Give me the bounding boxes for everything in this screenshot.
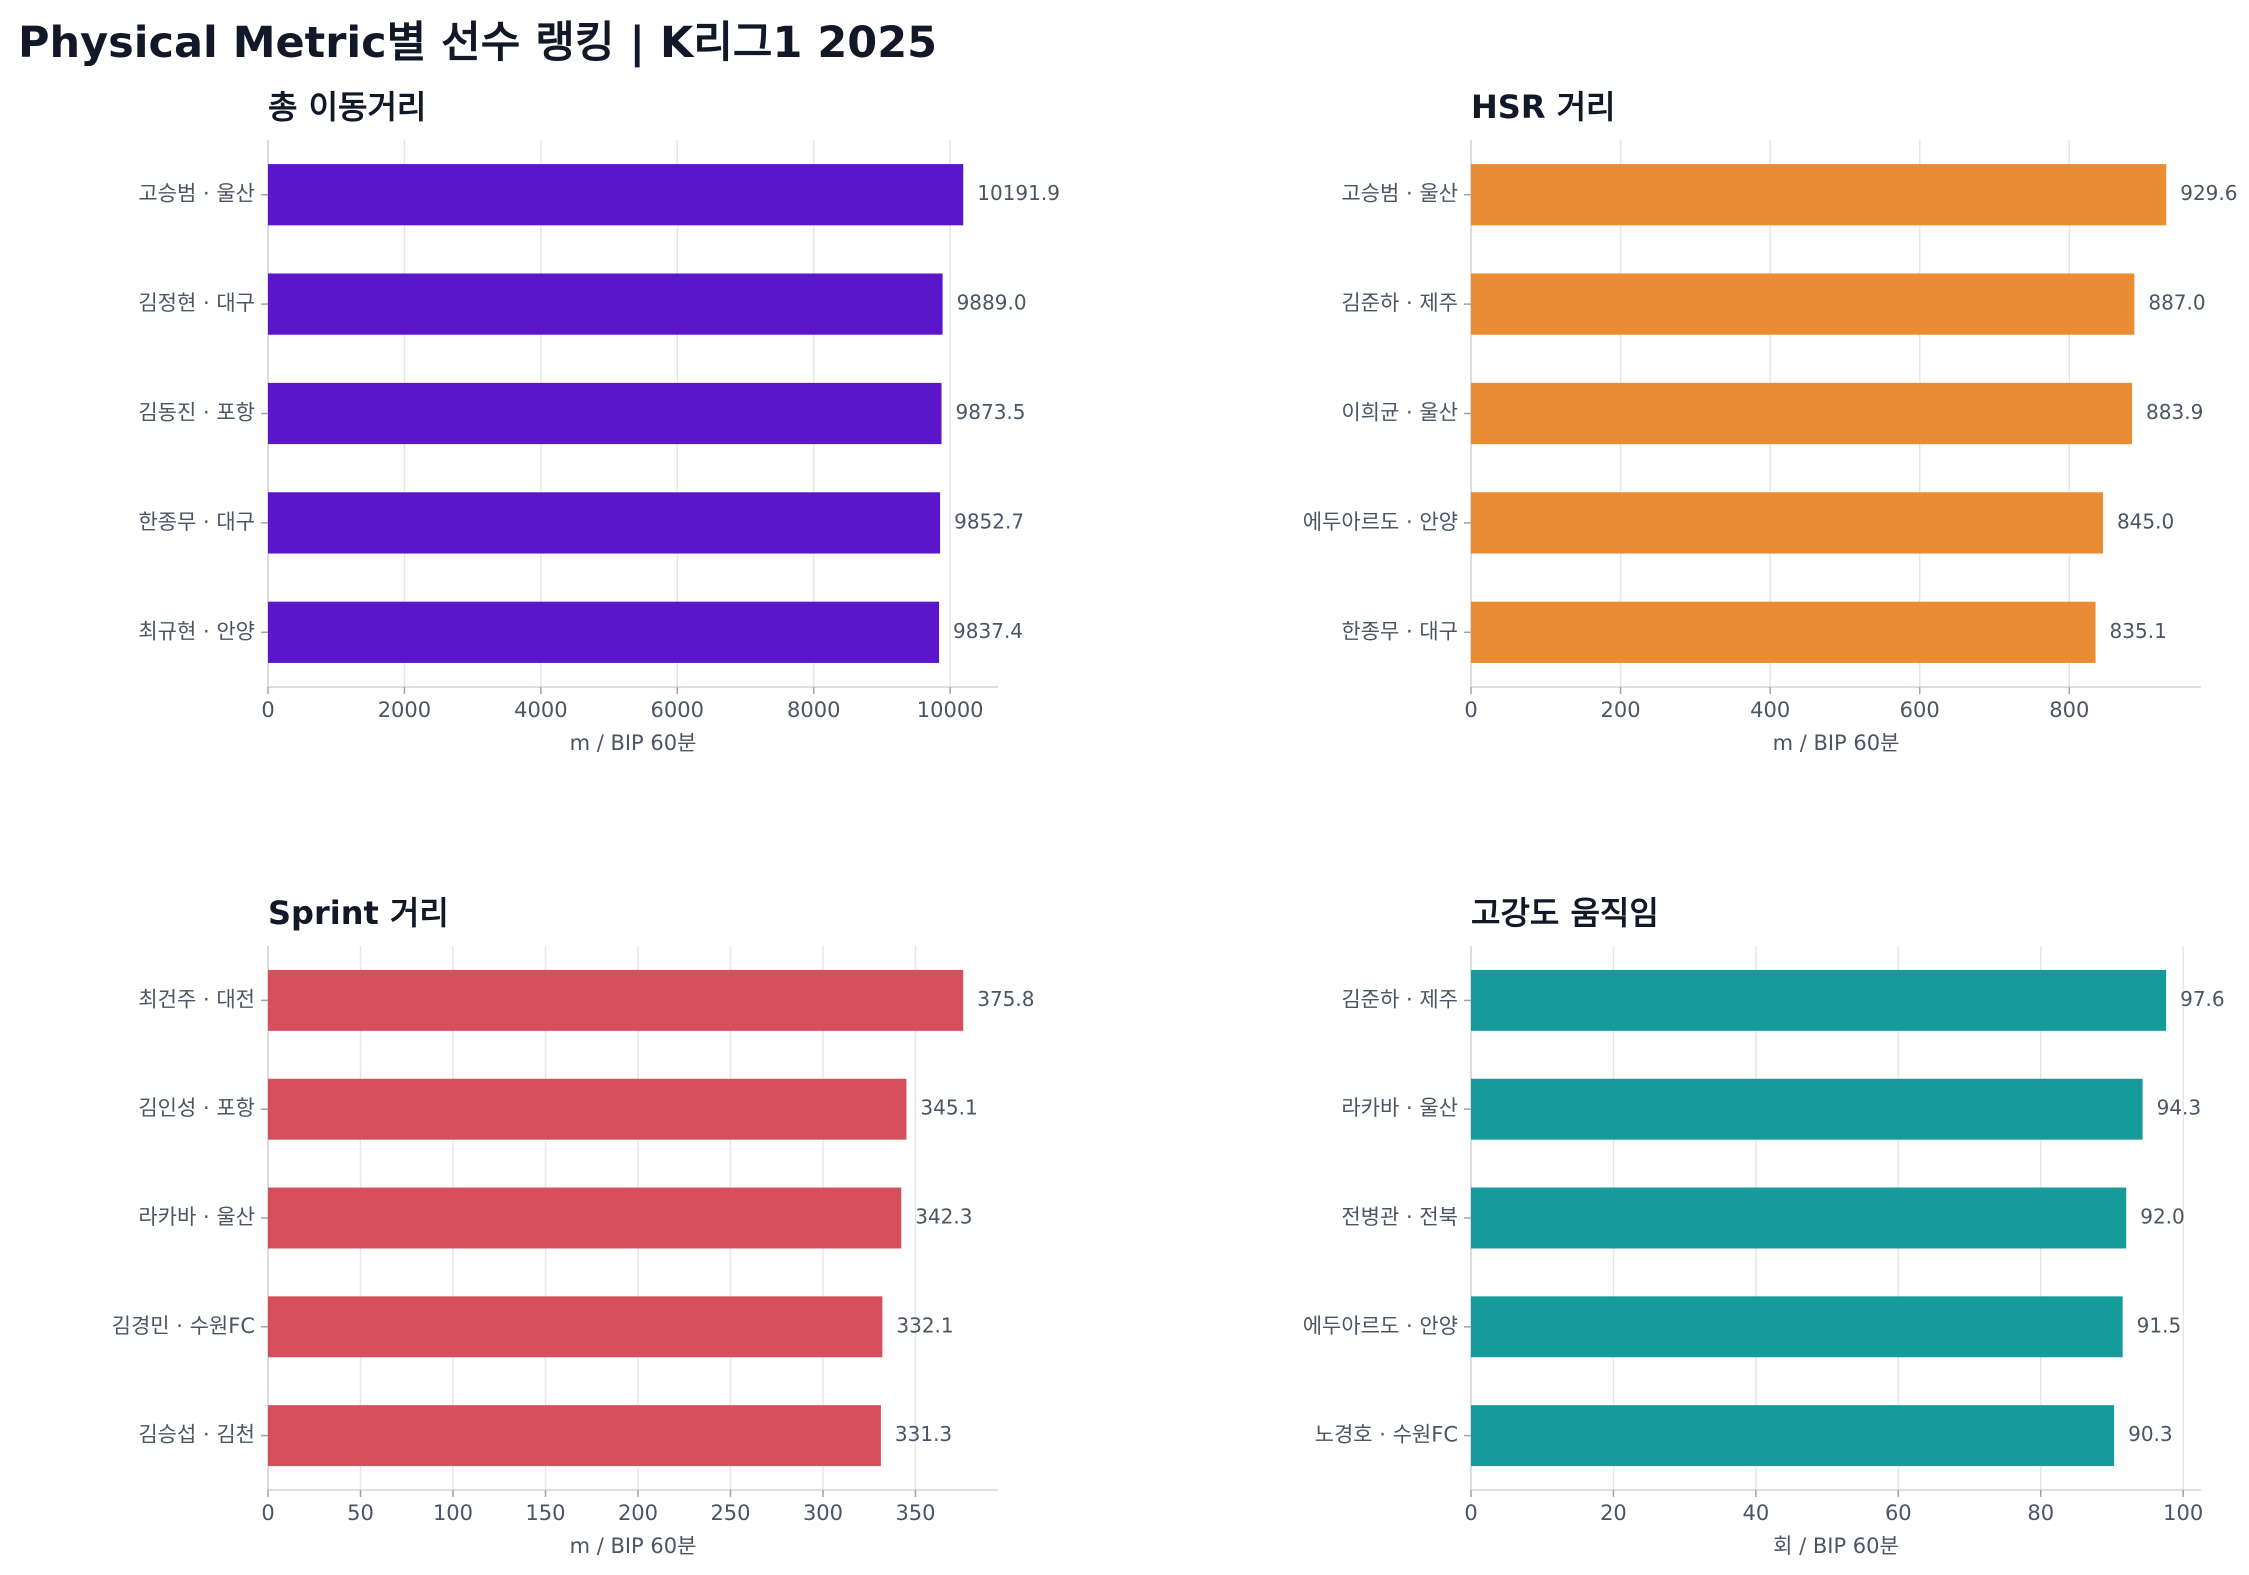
x-tick-label: 0 (1464, 1501, 1477, 1525)
y-tick-label: 라카바 · 울산 (1341, 1096, 1458, 1120)
bar (268, 273, 943, 335)
data-label: 887.0 (2148, 291, 2205, 315)
x-tick-label: 250 (710, 1501, 750, 1525)
y-tick-label: 김동진 · 포항 (138, 401, 255, 425)
x-tick-label: 0 (261, 698, 274, 722)
y-tick-label: 최건주 · 대전 (138, 987, 255, 1011)
x-tick-label: 100 (2163, 1501, 2203, 1525)
y-tick-label: 라카바 · 울산 (138, 1205, 255, 1229)
data-label: 345.1 (920, 1096, 977, 1120)
data-label: 9873.5 (956, 400, 1026, 424)
x-tick-label: 100 (433, 1501, 473, 1525)
data-label: 92.0 (2140, 1205, 2185, 1229)
data-label: 342.3 (915, 1205, 972, 1229)
data-label: 9852.7 (954, 509, 1024, 533)
bar (1471, 969, 2167, 1031)
bar (268, 382, 942, 445)
x-tick-label: 800 (2049, 698, 2089, 722)
x-tick-label: 10000 (917, 698, 984, 722)
data-label: 91.5 (2137, 1313, 2182, 1337)
y-tick-label: 김승섭 · 김천 (138, 1423, 255, 1447)
x-tick-label: 6000 (651, 698, 704, 722)
x-axis-label: m / BIP 60분 (1773, 731, 1900, 755)
x-tick-label: 350 (895, 1501, 935, 1525)
bar (268, 1187, 902, 1249)
bar (1471, 382, 2133, 445)
x-tick-label: 400 (1750, 698, 1790, 722)
bar (1471, 1405, 2115, 1467)
chart-panel-sprint-distance: 최건주 · 대전 375.8 김인성 · 포항 345.1 라카바 · 울산 342.3 김… (112, 894, 1035, 1558)
x-tick-label: 40 (1743, 1501, 1770, 1525)
y-tick-label: 김인성 · 포항 (138, 1096, 255, 1120)
panel-title: HSR 거리 (1471, 88, 1616, 126)
data-label: 331.3 (895, 1422, 952, 1446)
y-tick-label: 한종무 · 대구 (1341, 619, 1458, 643)
y-tick-label: 김경민 · 수원FC (112, 1314, 255, 1338)
y-tick-label: 김준하 · 제주 (1341, 987, 1458, 1011)
x-tick-label: 8000 (787, 698, 840, 722)
x-tick-label: 50 (347, 1501, 374, 1525)
y-tick-label: 에두아르도 · 안양 (1303, 510, 1458, 534)
panel-title: 고강도 움직임 (1471, 894, 1659, 932)
bar (268, 492, 941, 554)
panel-title: 총 이동거리 (268, 88, 426, 126)
data-label: 10191.9 (977, 181, 1060, 205)
x-tick-label: 200 (618, 1501, 658, 1525)
data-label: 835.1 (2110, 619, 2167, 643)
x-tick-label: 150 (525, 1501, 565, 1525)
x-axis-label: m / BIP 60분 (570, 1534, 697, 1558)
x-axis-label: m / BIP 60분 (570, 731, 697, 755)
chart-panel-hsr-distance: 고승범 · 울산 929.6 김준하 · 제주 887.0 이희균 · 울산 883.9 에… (1303, 88, 2238, 755)
bar (1471, 273, 2135, 335)
data-label: 90.3 (2128, 1422, 2173, 1446)
panel-title: Sprint 거리 (268, 894, 449, 932)
x-tick-label: 4000 (514, 698, 567, 722)
data-label: 883.9 (2146, 400, 2203, 424)
x-tick-label: 0 (1464, 698, 1477, 722)
y-tick-label: 한종무 · 대구 (138, 510, 255, 534)
bar (268, 1078, 907, 1140)
y-tick-label: 전병관 · 전북 (1341, 1205, 1458, 1229)
y-tick-label: 이희균 · 울산 (1341, 401, 1458, 425)
data-label: 9889.0 (957, 291, 1027, 315)
data-label: 845.0 (2117, 509, 2174, 533)
bar (1471, 164, 2167, 226)
bar (1471, 1187, 2127, 1249)
data-label: 929.6 (2180, 181, 2237, 205)
bar (268, 164, 964, 226)
chart-panel-high-intensity-moves: 김준하 · 제주 97.6 라카바 · 울산 94.3 전병관 · 전북 92.0 에두아르… (1303, 894, 2225, 1558)
data-label: 375.8 (977, 987, 1034, 1011)
y-tick-label: 김정현 · 대구 (138, 291, 255, 315)
y-tick-label: 고승범 · 울산 (138, 182, 255, 206)
data-label: 97.6 (2180, 987, 2225, 1011)
data-label: 9837.4 (953, 619, 1023, 643)
bar (1471, 1078, 2143, 1140)
bar (268, 1296, 883, 1358)
x-tick-label: 80 (2027, 1501, 2054, 1525)
bar (1471, 601, 2096, 663)
bar (268, 969, 964, 1031)
y-tick-label: 에두아르도 · 안양 (1303, 1314, 1458, 1338)
x-tick-label: 60 (1885, 1501, 1912, 1525)
y-tick-label: 고승범 · 울산 (1341, 182, 1458, 206)
chart-panel-total-distance: 고승범 · 울산 10191.9 김정현 · 대구 9889.0 김동진 · 포항 987… (138, 88, 1060, 755)
y-tick-label: 최규현 · 안양 (138, 619, 255, 643)
bar (1471, 492, 2103, 554)
x-tick-label: 20 (1600, 1501, 1627, 1525)
bar (268, 601, 940, 663)
bar (268, 1405, 881, 1467)
figure-title: Physical Metric별 선수 랭킹 | K리그1 2025 (18, 18, 938, 68)
y-tick-label: 김준하 · 제주 (1341, 291, 1458, 315)
x-tick-label: 200 (1601, 698, 1641, 722)
x-tick-label: 0 (261, 1501, 274, 1525)
x-tick-label: 300 (803, 1501, 843, 1525)
y-tick-label: 노경호 · 수원FC (1315, 1423, 1458, 1447)
x-tick-label: 2000 (378, 698, 431, 722)
x-tick-label: 600 (1900, 698, 1940, 722)
bar (1471, 1296, 2123, 1358)
data-label: 332.1 (896, 1313, 953, 1337)
x-axis-label: 회 / BIP 60분 (1773, 1534, 1899, 1558)
data-label: 94.3 (2157, 1096, 2202, 1120)
